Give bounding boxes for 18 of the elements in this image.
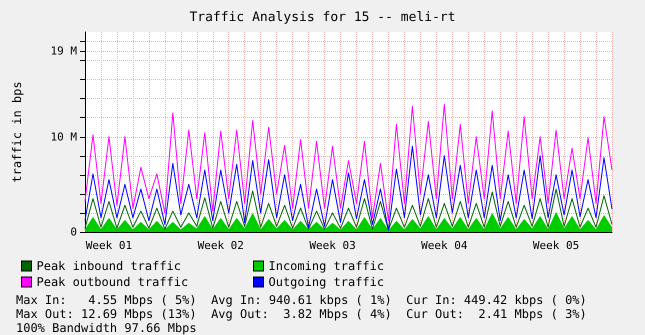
x-tick-label: Week 02 <box>198 239 244 252</box>
y-tick-label: 19 M <box>50 44 78 58</box>
legend-label: Outgoing traffic <box>268 275 384 289</box>
y-tick-label: 0 <box>70 226 77 238</box>
text: Max Out: 12.69 Mbps (13%) Avg Out: 3.82 Mbps ( 4%) Cur Out: 2.41 Mbps ( 3%) <box>16 307 587 321</box>
x-tick-label: Week 03 <box>309 239 356 252</box>
x-tick-label: Week 05 <box>532 239 580 252</box>
chart-title: Traffic Analysis for 15 -- meli-rt <box>189 10 456 25</box>
legend-label: Peak outbound traffic <box>36 275 188 289</box>
y-axis-title: traffic in bps <box>10 81 24 183</box>
x-tick-label: Week 01 <box>86 239 132 252</box>
x-tick-label: Week 04 <box>421 239 468 252</box>
text: Max In: 4.55 Mbps ( 5%) Avg In: 940.61 kbps ( 1%) Cur In: 449.42 kbps ( 0%) <box>16 293 587 307</box>
y-tick-label: 10 M <box>50 130 78 144</box>
line-series <box>84 104 612 222</box>
legend-label: Incoming traffic <box>268 259 384 273</box>
legend-label: Peak inbound traffic <box>36 259 181 273</box>
text: 100% Bandwidth 97.66 Mbps <box>16 321 197 335</box>
